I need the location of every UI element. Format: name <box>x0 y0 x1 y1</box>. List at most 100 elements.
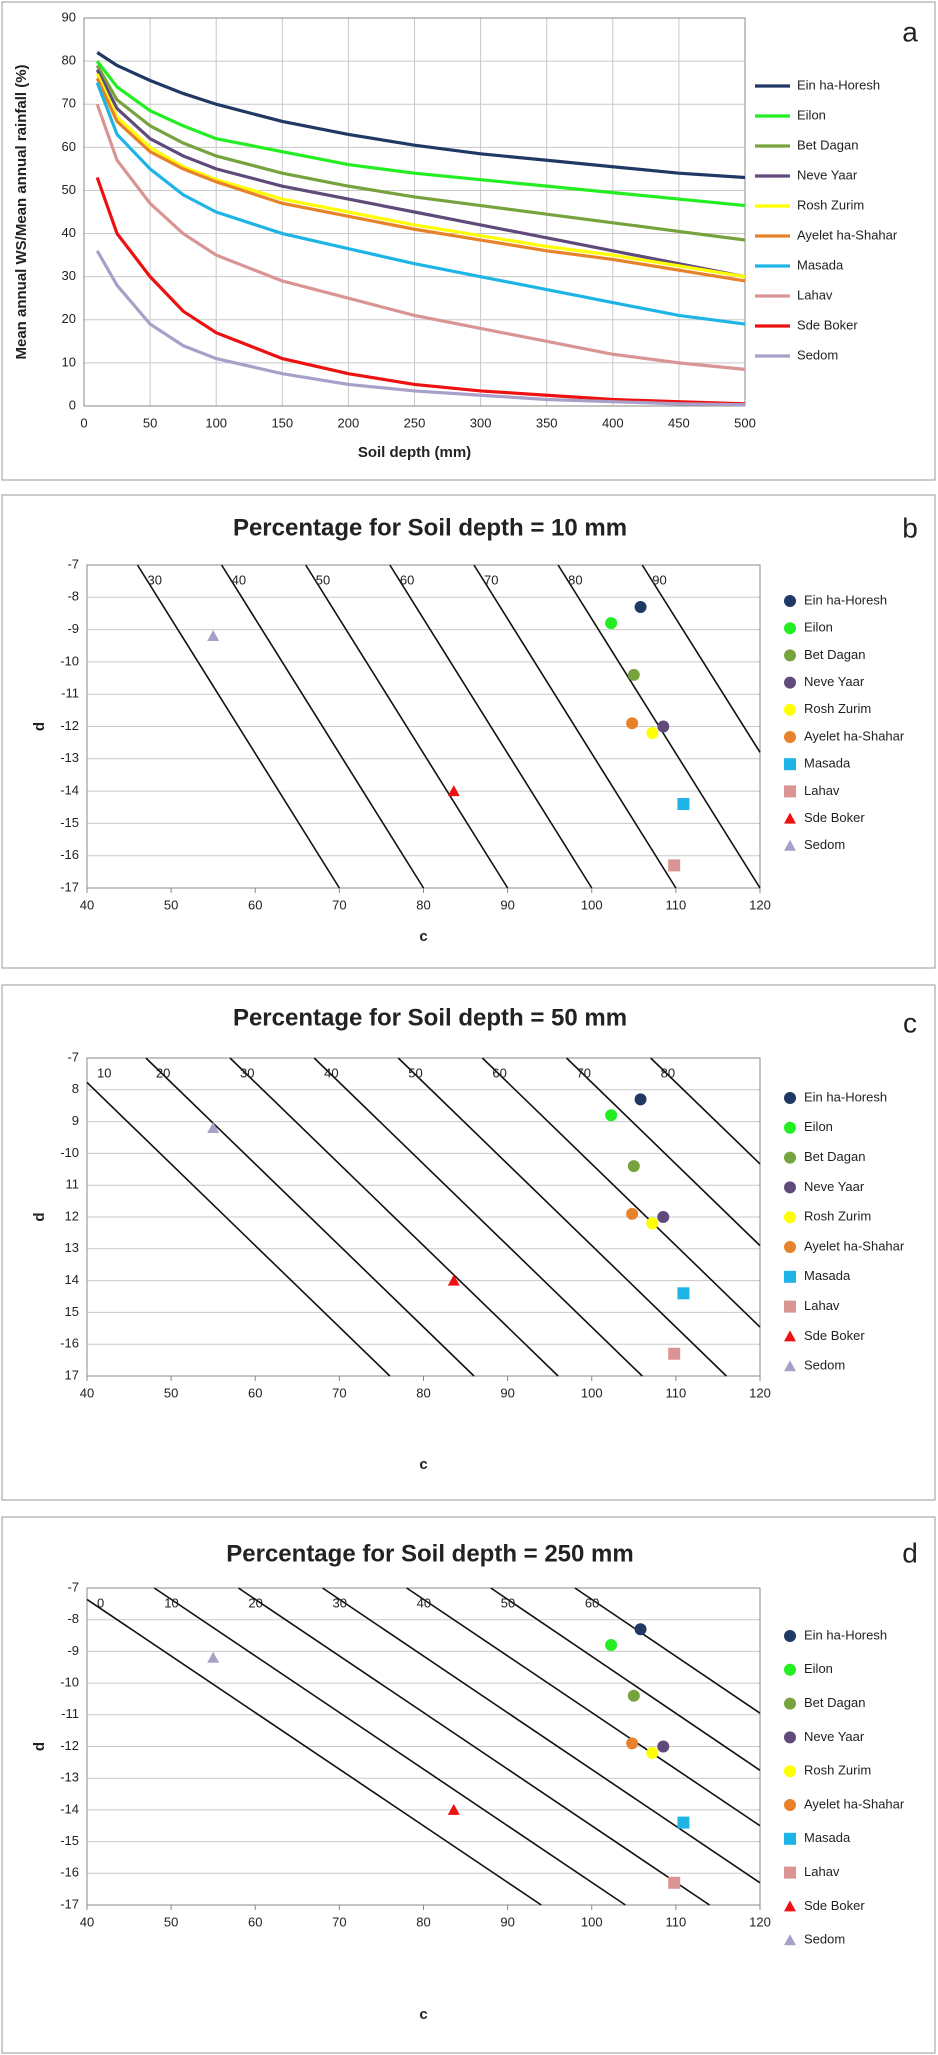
contour-label: 20 <box>248 1595 262 1610</box>
legend-marker <box>784 731 796 743</box>
legend-marker <box>784 1765 796 1778</box>
y-tick-label: 10 <box>62 354 76 369</box>
contour-label: 60 <box>492 1065 506 1080</box>
legend-marker <box>784 1300 796 1313</box>
legend-label: Ayelet ha-Shahar <box>804 1796 905 1811</box>
contour-label: 50 <box>316 572 330 587</box>
y-tick-label: -8 <box>67 589 79 604</box>
y-tick-label: -16 <box>60 847 79 862</box>
x-tick-label: 50 <box>164 1385 178 1400</box>
contour-label: 40 <box>324 1065 338 1080</box>
x-tick-label: 90 <box>500 1385 514 1400</box>
legend-marker <box>784 758 796 771</box>
y-tick-label: -15 <box>60 815 79 830</box>
chart-title: Percentage for Soil depth = 250 mm <box>226 1540 633 1567</box>
plot-frame <box>86 1587 761 1906</box>
legend-label: Ein ha-Horesh <box>804 1089 887 1104</box>
y-axis-label: d <box>31 1742 48 1751</box>
marker <box>447 1274 460 1286</box>
series-line <box>95 250 746 407</box>
x-tick-label: 50 <box>164 897 178 912</box>
y-tick-label: -17 <box>60 879 79 894</box>
series-line <box>95 73 746 279</box>
marker <box>657 1211 670 1223</box>
contour-line <box>490 1587 761 1771</box>
marker <box>627 668 640 681</box>
marker <box>677 1287 690 1300</box>
contour-line <box>481 1057 761 1328</box>
panel-frame <box>1 494 936 969</box>
legend-marker <box>784 1330 796 1342</box>
x-tick-label: 100 <box>581 1385 603 1400</box>
legend-label: Masada <box>804 756 851 771</box>
x-tick-label: 120 <box>749 897 771 912</box>
contour-label: 0 <box>97 1595 104 1610</box>
legend-label: Ayelet ha-Shahar <box>804 728 905 743</box>
y-tick-label: -7 <box>67 1049 79 1064</box>
y-tick-label: -15 <box>60 1833 79 1848</box>
marker <box>605 1639 618 1652</box>
y-tick-label: 30 <box>62 268 76 283</box>
x-tick-label: 90 <box>500 1914 514 1929</box>
x-axis-label: c <box>419 2006 427 2023</box>
marker <box>447 1803 460 1815</box>
x-tick-label: 110 <box>666 1385 687 1400</box>
legend-label: Rosh Zurim <box>797 197 864 212</box>
chart-title: Percentage for Soil depth = 10 mm <box>233 514 627 541</box>
y-tick-label: -7 <box>67 1579 79 1594</box>
y-tick-label: 60 <box>62 139 76 154</box>
panel-letter: a <box>902 16 918 47</box>
panel-frame <box>1 984 936 1501</box>
marker <box>207 630 220 642</box>
legend-label: Lahav <box>797 287 833 302</box>
legend-marker <box>784 1151 796 1164</box>
legend-marker <box>784 1697 796 1710</box>
contour-line <box>153 1587 626 1906</box>
marker <box>668 1347 681 1360</box>
x-tick-label: 400 <box>602 415 624 430</box>
legend-label: Eilon <box>804 620 833 635</box>
series-line <box>96 51 746 180</box>
legend-marker <box>784 1799 796 1811</box>
legend-marker <box>784 1211 796 1224</box>
x-tick-label: 40 <box>80 1385 94 1400</box>
y-tick-label: 40 <box>62 225 76 240</box>
x-tick-label: 40 <box>80 897 94 912</box>
series-line <box>95 77 746 283</box>
legend-label: Rosh Zurim <box>804 1209 871 1224</box>
legend-marker <box>784 1832 796 1845</box>
x-tick-label: 70 <box>332 1914 346 1929</box>
y-tick-label: -12 <box>60 1738 79 1753</box>
marker <box>677 1816 690 1829</box>
legend-label: Sde Boker <box>804 1898 865 1913</box>
marker <box>634 1623 647 1636</box>
legend-marker <box>784 595 796 607</box>
contour-label: 50 <box>501 1595 515 1610</box>
marker <box>627 1160 640 1173</box>
y-tick-label: 11 <box>66 1177 80 1192</box>
y-tick-label: 0 <box>69 397 76 412</box>
x-tick-label: 80 <box>416 1385 430 1400</box>
y-tick-label: 9 <box>72 1113 79 1128</box>
x-tick-label: 100 <box>581 897 603 912</box>
marker <box>646 1217 659 1230</box>
y-tick-label: -10 <box>60 1145 79 1160</box>
y-tick-label: -16 <box>60 1336 79 1351</box>
marker <box>447 785 460 797</box>
contour-label: 90 <box>652 572 666 587</box>
contour-line <box>389 564 593 889</box>
panel-frame <box>1 1 936 481</box>
legend-label: Sedom <box>804 837 845 852</box>
y-tick-label: 17 <box>65 1367 79 1382</box>
x-tick-label: 350 <box>536 415 558 430</box>
x-tick-label: 60 <box>248 897 262 912</box>
legend-label: Ayelet ha-Shahar <box>797 227 898 242</box>
legend-marker <box>784 812 796 824</box>
legend-label: Ein ha-Horesh <box>804 592 887 607</box>
contour-label: 70 <box>484 572 498 587</box>
contour-label: 70 <box>577 1065 591 1080</box>
legend-marker <box>784 649 796 662</box>
legend-label: Neve Yaar <box>804 1729 865 1744</box>
contour-label: 10 <box>97 1065 111 1080</box>
